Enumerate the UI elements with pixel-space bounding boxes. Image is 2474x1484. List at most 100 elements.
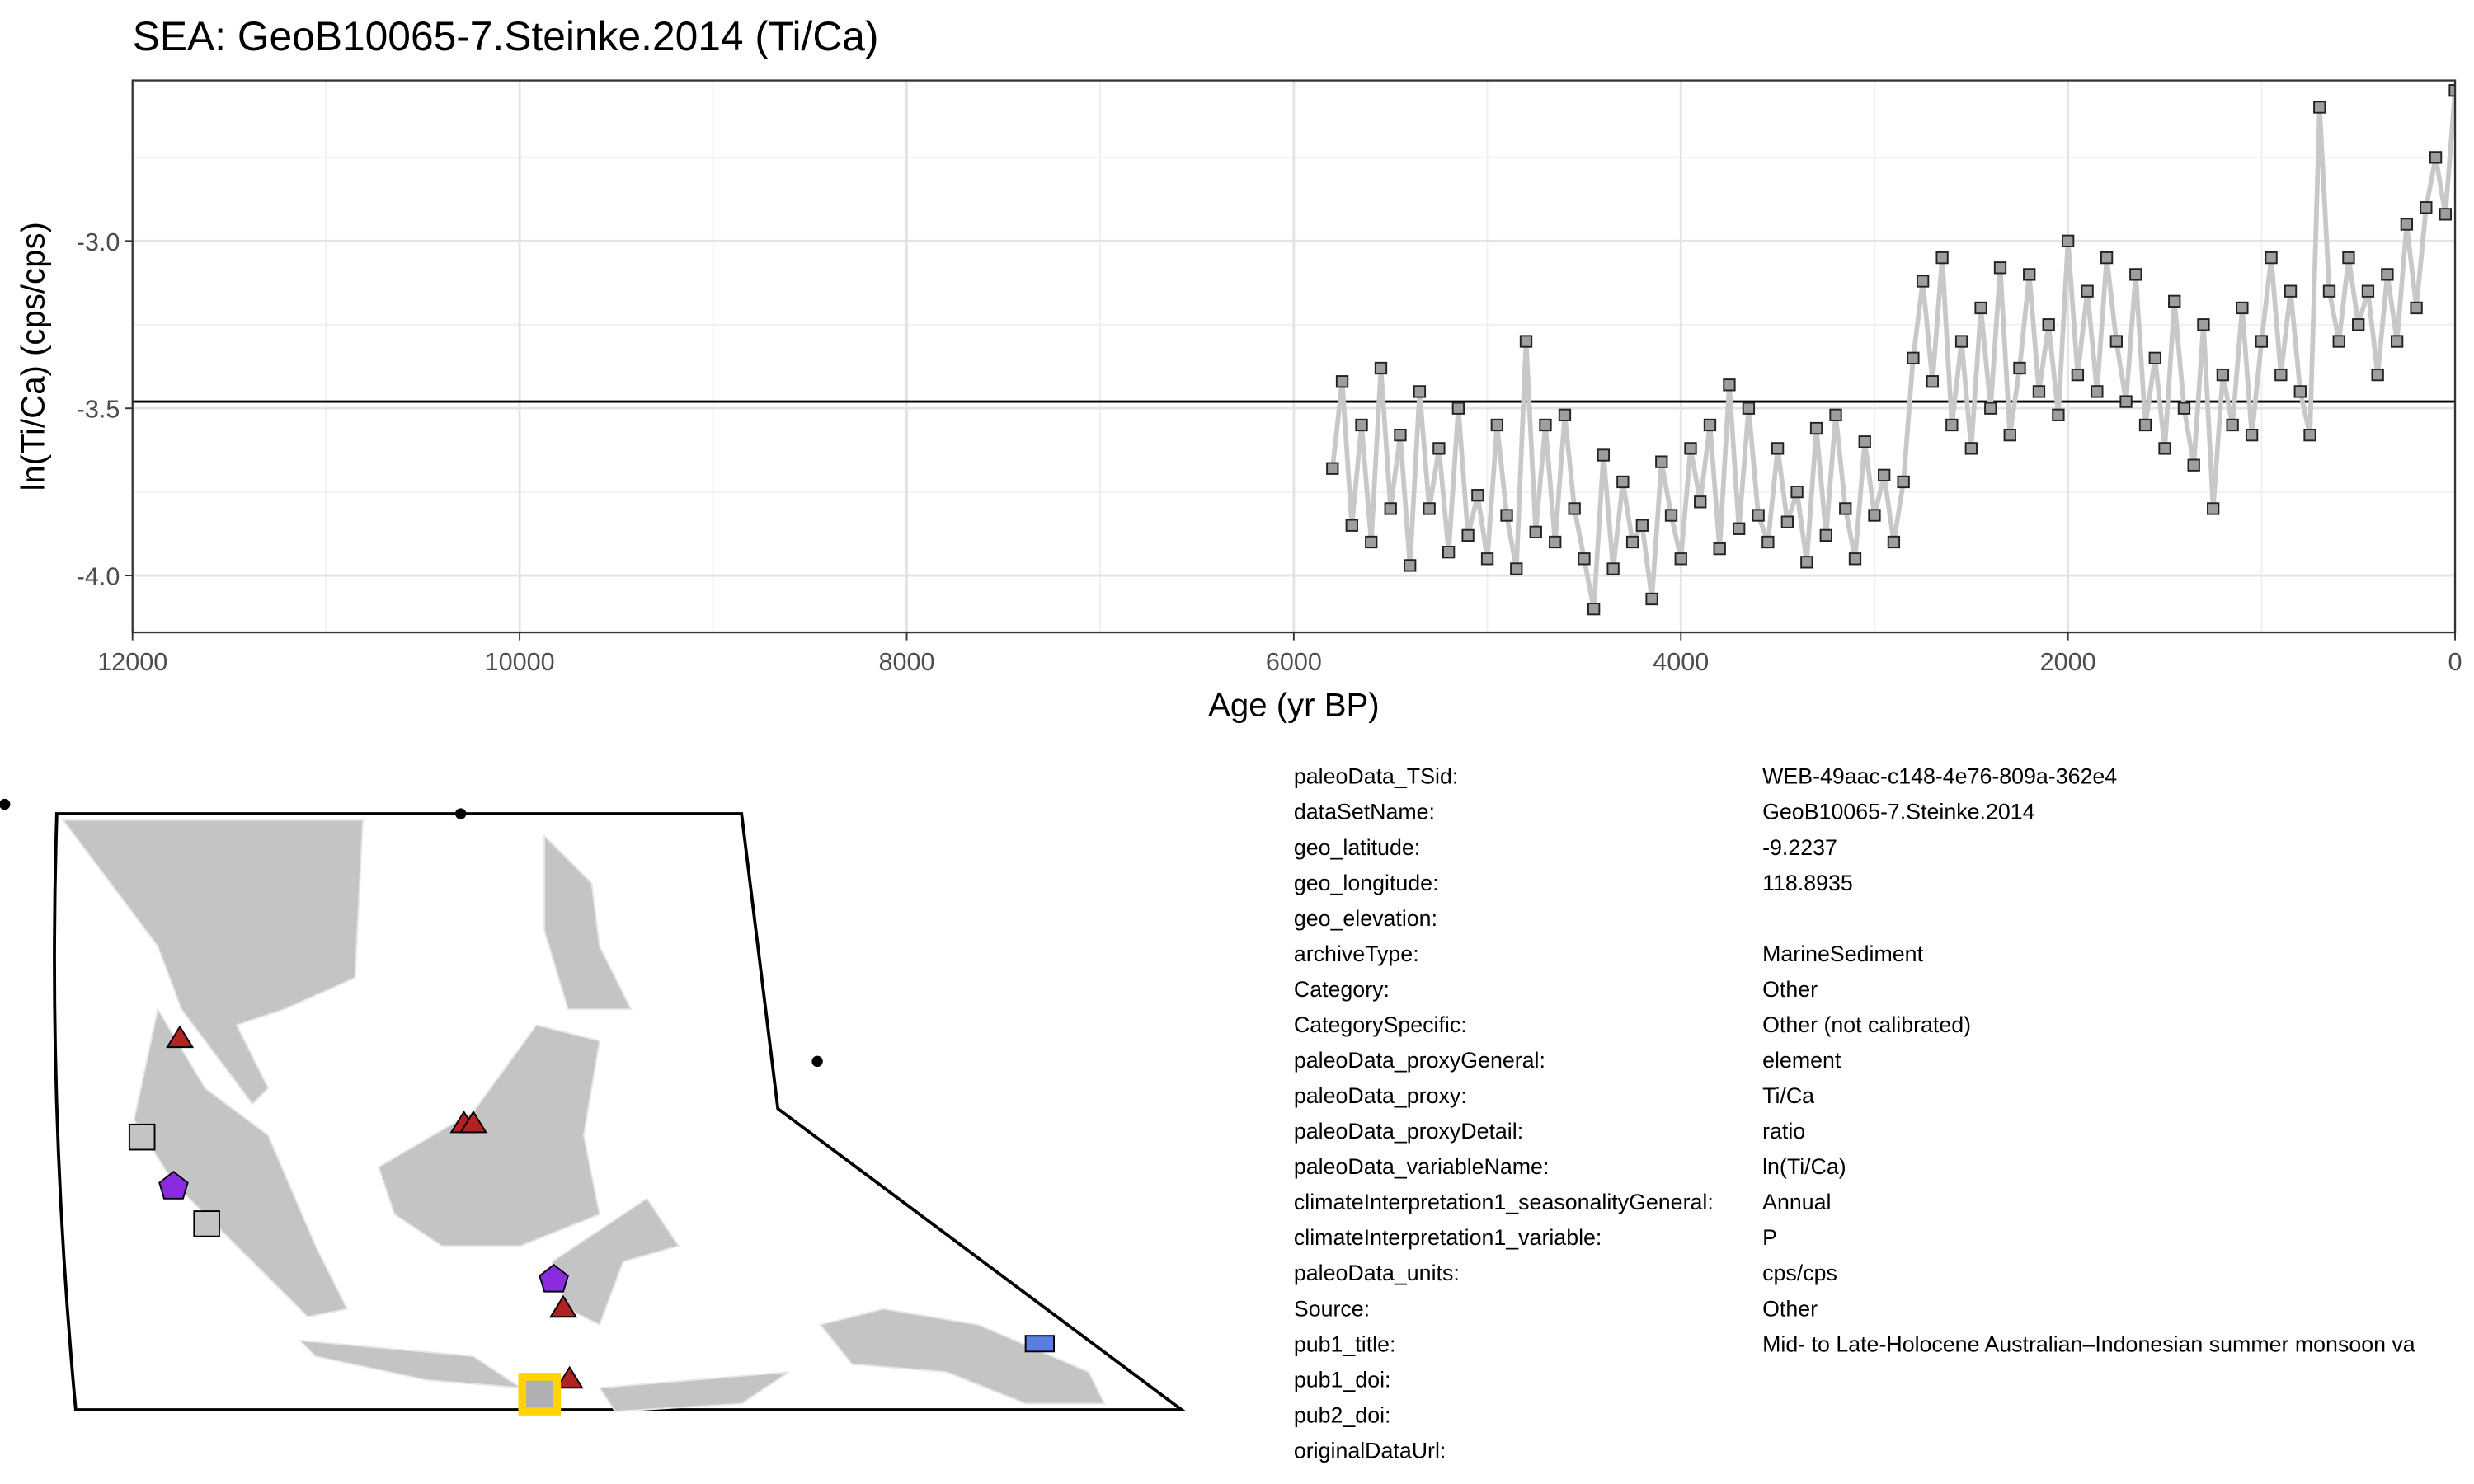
data-point (2129, 268, 2142, 281)
data-point (2410, 301, 2423, 315)
data-point (1461, 528, 1475, 542)
data-point (1500, 509, 1513, 522)
data-point (1587, 603, 1601, 616)
data-point (2052, 408, 2065, 421)
meta-key: pub1_doi: (1294, 1367, 1391, 1392)
data-point (1335, 375, 1349, 388)
data-point (1568, 502, 1581, 515)
y-tick-label: -3.0 (77, 228, 120, 256)
data-point (1539, 418, 1552, 432)
data-point (2429, 151, 2443, 164)
meta-key: pub2_doi: (1294, 1402, 1391, 1427)
data-point (1897, 475, 1910, 489)
data-point (1984, 402, 1997, 415)
data-point (1664, 509, 1678, 522)
data-point (1907, 351, 1920, 364)
data-point (1684, 442, 1697, 455)
data-point (2168, 294, 2181, 308)
data-point (2265, 251, 2278, 265)
meta-value: ratio (1762, 1119, 1805, 1144)
data-point (1771, 442, 1785, 455)
data-point (1355, 418, 1368, 432)
data-point (2148, 351, 2161, 364)
data-point (1713, 542, 1726, 556)
data-point (2003, 429, 2016, 442)
data-point (2420, 201, 2433, 214)
data-point (1404, 559, 1417, 572)
data-point (1645, 592, 1658, 606)
data-point (1945, 418, 1959, 432)
meta-key: paleoData_units: (1294, 1261, 1460, 1285)
data-point (2332, 335, 2345, 348)
data-point (1993, 261, 2007, 275)
data-point (2236, 301, 2249, 315)
data-point (2245, 429, 2259, 442)
data-point (2342, 251, 2355, 265)
data-point (1471, 489, 1484, 502)
meta-value: WEB-49aac-c148-4e76-809a-362e4 (1762, 764, 2117, 789)
data-point (1703, 418, 1717, 432)
data-point (1635, 519, 1649, 532)
data-point (1800, 556, 1813, 569)
data-point (2138, 418, 2152, 432)
data-point (1578, 552, 1591, 566)
data-point (1780, 515, 1794, 528)
meta-value: Other (1762, 1296, 1818, 1321)
data-point (2322, 284, 2336, 298)
x-axis-label: Age (yr BP) (1208, 686, 1380, 723)
data-point (1394, 429, 1407, 442)
meta-key: climateInterpretation1_variable: (1294, 1225, 1602, 1250)
data-point (1442, 546, 1456, 559)
data-point (1384, 502, 1397, 515)
data-point (1723, 378, 1736, 392)
x-tick-label: 10000 (485, 648, 555, 676)
data-point (1606, 562, 1620, 575)
data-point (1558, 408, 1572, 421)
meta-value: Mid- to Late-Holocene Australian–Indones… (1762, 1331, 2415, 1356)
meta-key: paleoData_proxyGeneral: (1294, 1048, 1545, 1073)
data-point (1742, 402, 1756, 415)
data-point (1432, 442, 1446, 455)
meta-value: ln(Ti/Ca) (1762, 1154, 1846, 1179)
data-point (2293, 385, 2307, 398)
meta-key: geo_longitude: (1294, 871, 1439, 895)
data-point (1752, 509, 1765, 522)
data-point (2042, 318, 2055, 331)
meta-value: GeoB10065-7.Steinke.2014 (1762, 800, 2035, 824)
meta-value: 118.8935 (1762, 871, 1853, 895)
data-point (2023, 268, 2036, 281)
meta-key: archiveType: (1294, 942, 1419, 966)
data-line (1329, 90, 2456, 610)
meta-key: paleoData_proxy: (1294, 1083, 1467, 1108)
data-point (1974, 301, 1987, 315)
data-point (1597, 448, 1611, 462)
data-point (2071, 368, 2085, 382)
data-point (2313, 101, 2326, 114)
data-point (2390, 335, 2404, 348)
data-point (2197, 318, 2210, 331)
data-point (1878, 468, 1891, 482)
data-point (2448, 84, 2456, 97)
data-point (1935, 251, 1949, 265)
data-point (1451, 402, 1465, 415)
x-tick-label: 12000 (97, 648, 167, 676)
meta-key: paleoData_variableName: (1294, 1154, 1550, 1179)
meta-key: geo_elevation: (1294, 906, 1437, 931)
data-point (1529, 525, 1542, 538)
data-point (1916, 275, 1930, 288)
data-point (2439, 208, 2452, 221)
data-point (2303, 429, 2316, 442)
data-point (2187, 458, 2200, 472)
data-point (2013, 361, 2026, 375)
x-tick-label: 4000 (1653, 648, 1709, 676)
data-point (1345, 519, 1358, 532)
data-point (2255, 335, 2269, 348)
data-point (1733, 522, 1746, 535)
x-tick-label: 6000 (1266, 648, 1322, 676)
x-tick-label: 8000 (878, 648, 934, 676)
data-point (1926, 375, 1940, 388)
data-point (2177, 402, 2191, 415)
data-point (1519, 335, 1533, 348)
data-point (1549, 535, 1562, 549)
